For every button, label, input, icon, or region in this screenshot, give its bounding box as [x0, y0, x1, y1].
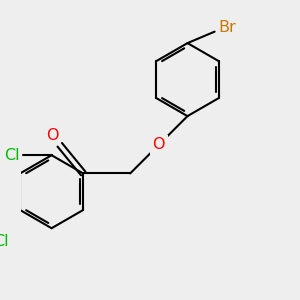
- Text: Cl: Cl: [0, 234, 8, 249]
- Text: Cl: Cl: [4, 148, 19, 163]
- Text: Br: Br: [219, 20, 236, 35]
- Text: O: O: [46, 128, 58, 143]
- Text: O: O: [153, 137, 165, 152]
